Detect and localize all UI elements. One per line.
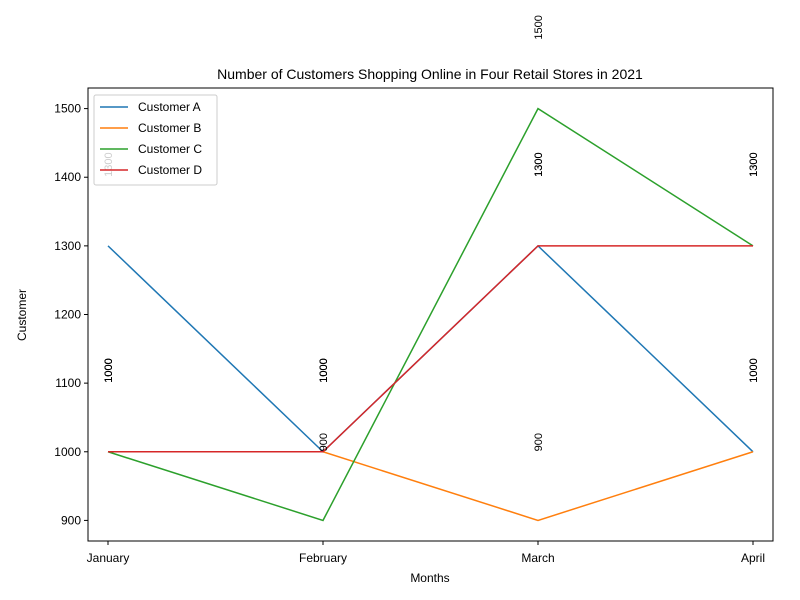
y-tick-label: 1200 xyxy=(54,308,81,322)
y-tick-label: 1500 xyxy=(54,102,81,116)
legend-label: Customer D xyxy=(138,163,202,177)
y-tick-label: 1000 xyxy=(54,445,81,459)
series-line xyxy=(108,451,754,522)
chart-title: Number of Customers Shopping Online in F… xyxy=(217,66,643,82)
plot-frame xyxy=(87,87,774,542)
data-label: 1000 xyxy=(748,358,760,382)
legend-label: Customer C xyxy=(138,142,202,156)
y-tick-label: 1400 xyxy=(54,170,81,184)
x-tick-label: March xyxy=(521,551,554,565)
x-tick-label: February xyxy=(299,551,347,565)
data-label: 1300 xyxy=(533,152,545,176)
data-label: 1300 xyxy=(748,152,760,176)
legend: Customer A Customer B Customer C Customer D xyxy=(93,94,218,186)
data-label: 1000 xyxy=(103,358,115,382)
series-line xyxy=(108,245,753,453)
data-label: 900 xyxy=(533,433,545,451)
data-label: 1000 xyxy=(318,358,330,382)
y-tick-label: 900 xyxy=(61,513,81,527)
data-label: 1000 xyxy=(103,358,115,382)
x-axis-label: Months xyxy=(410,571,449,585)
data-label: 1000 xyxy=(103,358,115,382)
series-line xyxy=(107,107,754,522)
legend-label: Customer A xyxy=(138,100,201,114)
legend-label: Customer B xyxy=(138,121,201,135)
x-tick-label: April xyxy=(741,551,765,565)
data-label: 1000 xyxy=(748,358,760,382)
data-label: 1000 xyxy=(318,358,330,382)
x-tick-label: January xyxy=(87,551,130,565)
y-tick-label: 1300 xyxy=(54,239,81,253)
data-label: 1300 xyxy=(533,152,545,176)
data-label: 900 xyxy=(318,433,330,451)
y-axis-label: Customer xyxy=(15,289,29,341)
y-tick-label: 1100 xyxy=(55,376,81,390)
data-label: 1000 xyxy=(318,358,330,382)
legend-box xyxy=(93,94,218,186)
data-label: 1300 xyxy=(748,152,760,176)
data-label: 1500 xyxy=(533,15,545,39)
